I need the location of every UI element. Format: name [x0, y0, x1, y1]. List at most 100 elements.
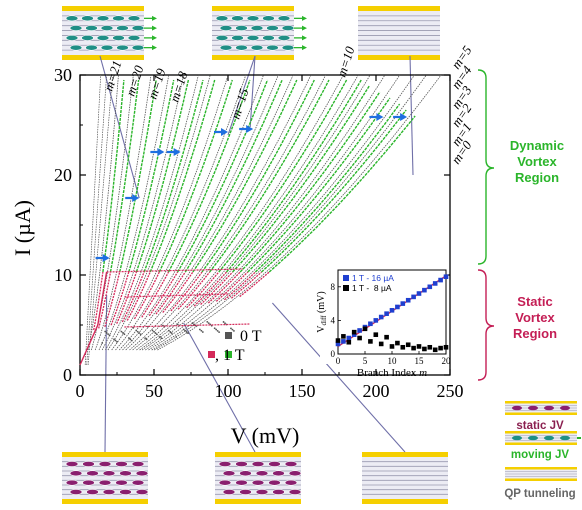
key-motion-arrow	[577, 437, 581, 439]
inset-legend-label-16uA: 1 T - 16 µA	[352, 273, 394, 283]
vortex	[219, 25, 233, 32]
branch-trace-1T-dynamic	[135, 79, 190, 273]
motion-arrowhead	[152, 25, 157, 31]
vortex	[215, 34, 229, 41]
key-vortex	[528, 435, 538, 441]
blue-arrow-head	[173, 148, 181, 156]
vortex	[251, 479, 265, 486]
branch-trace-1T-dynamic	[184, 79, 283, 273]
vortex	[112, 15, 125, 22]
branch-trace-0T	[141, 74, 371, 351]
legend-label-0T: 0 T	[240, 328, 262, 345]
key-label-moving-jv: moving JV	[511, 449, 569, 461]
trace-point-0T	[230, 327, 232, 330]
vortex	[65, 34, 79, 41]
inset-data-point	[443, 344, 449, 350]
vortex	[86, 489, 99, 495]
vortex	[222, 470, 236, 477]
key-icon-moving	[505, 431, 581, 445]
vortex	[131, 479, 145, 486]
vortex	[135, 470, 149, 477]
branch-trace-1T-static	[239, 271, 270, 298]
vortex	[281, 44, 295, 51]
branch-trace-0T	[94, 74, 152, 351]
trace-point-0T	[201, 331, 204, 333]
trace-point-0T	[184, 329, 186, 332]
schematic-bottom-static-1	[62, 452, 149, 504]
schematic-top-qp	[358, 6, 440, 60]
trace-point-0T	[138, 332, 141, 334]
trace-point-0T	[156, 333, 158, 336]
branch-trace-1T-dynamic	[167, 79, 251, 273]
branch-trace-1T-static	[155, 271, 186, 315]
trace-point-0T	[116, 340, 118, 343]
vortex	[219, 44, 233, 51]
inset-data-point	[427, 344, 433, 350]
vortex	[112, 34, 125, 41]
trace-point-0T	[151, 329, 154, 332]
vortex	[250, 25, 264, 32]
branch-trace-1T-static	[116, 271, 138, 324]
vortex	[127, 15, 141, 22]
inset-plot: 0 5 10 15 20 0 4 8 1 T - 16 µA 1 T - 8 µA Branc…	[316, 262, 451, 379]
trace-point-0T	[233, 330, 235, 332]
trace-point-0T	[207, 322, 210, 325]
branch-trace-1T-static	[207, 271, 241, 304]
inset-data-point	[373, 332, 379, 337]
vortex	[231, 15, 244, 22]
vortex	[272, 470, 285, 477]
electrode-top	[62, 6, 144, 11]
junction-stack	[358, 11, 440, 55]
key-vortex	[528, 405, 538, 411]
vortex	[69, 25, 83, 32]
inset-x-tick-label: 5	[363, 356, 368, 366]
static-region-label-2: Vortex	[515, 310, 555, 325]
branch-trace-1T-static	[104, 271, 121, 327]
branch-trace-0T	[119, 74, 264, 351]
vortex	[65, 15, 79, 22]
blue-arrow-head	[246, 125, 254, 133]
inset-data-point	[346, 339, 352, 345]
pointer-line	[183, 322, 256, 453]
key-vortex	[544, 435, 554, 441]
electrode-bottom	[358, 55, 440, 60]
y-tick-label: 0	[63, 365, 72, 385]
trace-point-0T	[127, 337, 130, 339]
main-legend: 0 T , 1 T	[208, 328, 262, 364]
motion-arrowhead	[302, 45, 307, 51]
key-electrode-top	[505, 431, 577, 434]
key-vortex	[560, 435, 570, 441]
inset-legend-marker-black	[343, 285, 349, 291]
blue-arrows	[95, 113, 408, 262]
region-annotations: Dynamic Vortex Region Static Vortex Regi…	[477, 69, 564, 381]
vortex	[65, 461, 79, 467]
branch-trace-1T-static	[200, 271, 234, 305]
trace-point-0T	[167, 329, 170, 332]
branch-trace-1T-dynamic	[201, 79, 315, 273]
static-region-label-1: Static	[517, 294, 552, 309]
trace-point-0T	[224, 322, 226, 325]
vortex	[262, 34, 275, 41]
motion-arrowhead	[152, 35, 157, 41]
y-tick-label: 30	[54, 65, 72, 85]
vortex	[255, 470, 269, 477]
branch-trace-1T-initial	[79, 271, 108, 366]
vortex	[100, 44, 114, 51]
branch-trace-1T-static	[98, 271, 112, 329]
vortex	[239, 470, 252, 477]
branch-trace-0T	[145, 74, 386, 351]
inset-data-point	[411, 294, 416, 300]
inset-x-tick-label: 20	[442, 356, 452, 366]
branch-trace-1T-dynamic	[109, 79, 140, 273]
vortex	[266, 25, 279, 32]
branch-trace-0T	[101, 74, 184, 351]
vortex	[231, 34, 244, 41]
branch-trace-1T-static	[215, 271, 249, 302]
y-tick-label: 20	[54, 165, 72, 185]
inset-data-point	[405, 342, 411, 348]
legend-label-1T: , 1 T	[215, 347, 245, 364]
trace-point-0T	[182, 328, 185, 331]
static-shelf-1T	[106, 268, 243, 273]
blue-arrow-head	[400, 113, 408, 121]
electrode-bottom	[362, 499, 448, 504]
